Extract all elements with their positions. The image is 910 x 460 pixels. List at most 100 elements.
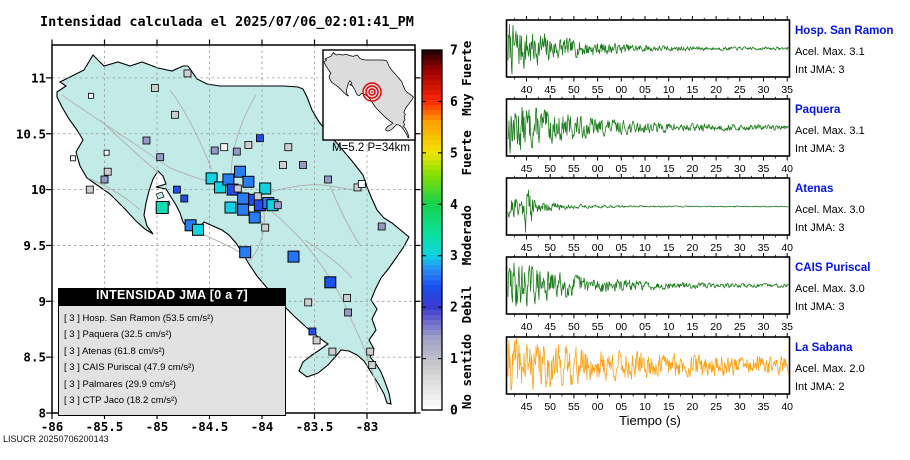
seismogram-plot: 45 50 55 00 05 10 15 20 25 30 35 40 bbox=[505, 333, 793, 413]
svg-text:8.5: 8.5 bbox=[23, 350, 46, 365]
svg-text:25: 25 bbox=[710, 163, 722, 175]
svg-text:-83.5: -83.5 bbox=[296, 419, 334, 434]
svg-text:40: 40 bbox=[781, 163, 793, 175]
map-axis-ticks bbox=[46, 39, 421, 419]
svg-text:9.5: 9.5 bbox=[23, 238, 46, 253]
agency-timestamp: LISUCR 20250706200143 bbox=[3, 434, 109, 444]
waveform-panel: 40 45 50 55 00 05 10 15 20 25 30 35 CAIS Puriscal A… bbox=[505, 253, 910, 333]
seismogram-plot: 45 50 55 00 05 10 15 20 25 30 35 40 bbox=[505, 95, 793, 175]
legend-title: INTENSIDAD JMA [0 a 7] bbox=[58, 288, 286, 306]
svg-text:05: 05 bbox=[615, 242, 627, 254]
svg-text:00: 00 bbox=[615, 84, 627, 96]
seismogram-plot: 40 45 50 55 00 05 10 15 20 25 30 35 bbox=[505, 253, 793, 333]
svg-text:4: 4 bbox=[450, 198, 458, 213]
svg-text:1: 1 bbox=[450, 352, 458, 367]
seismogram-plot: 45 50 55 00 05 10 15 20 25 30 35 40 bbox=[505, 174, 793, 254]
svg-text:25: 25 bbox=[734, 321, 746, 333]
svg-text:15: 15 bbox=[663, 242, 675, 254]
svg-text:30: 30 bbox=[758, 84, 770, 96]
svg-text:40: 40 bbox=[521, 84, 533, 96]
svg-text:25: 25 bbox=[734, 84, 746, 96]
svg-text:30: 30 bbox=[734, 163, 746, 175]
svg-text:9: 9 bbox=[38, 294, 46, 309]
epicenter-icon bbox=[362, 82, 382, 102]
svg-text:55: 55 bbox=[568, 401, 580, 413]
legend-station-row: [ 3 ] CAIS Puriscal (47.9 cm/s²) bbox=[64, 362, 195, 374]
station-acel-max: Acel. Max. 2.0 bbox=[795, 363, 865, 375]
svg-text:55: 55 bbox=[568, 242, 580, 254]
svg-text:-84: -84 bbox=[251, 419, 274, 434]
waveform-panel: 45 50 55 00 05 10 15 20 25 30 35 40 La Sabana Acel.… bbox=[505, 333, 910, 413]
intensity-squares bbox=[70, 69, 386, 369]
svg-text:8: 8 bbox=[38, 406, 46, 421]
legend-station-list: [ 3 ] Hosp. San Ramon (53.5 cm/s²) [ 3 ] … bbox=[58, 306, 286, 417]
station-int-jma: Int JMA: 3 bbox=[795, 301, 845, 313]
waveform-panel: 40 45 50 55 00 05 10 15 20 25 30 35 Hosp. San Ramon… bbox=[505, 16, 910, 96]
station-int-jma: Int JMA: 2 bbox=[795, 381, 845, 393]
svg-text:50: 50 bbox=[568, 84, 580, 96]
svg-text:45: 45 bbox=[521, 242, 533, 254]
svg-text:15: 15 bbox=[687, 84, 699, 96]
svg-text:0: 0 bbox=[450, 404, 458, 419]
station-acel-max: Acel. Max. 3.0 bbox=[795, 283, 865, 295]
map-axis-labels: -86 -85.5 -85 -84.5 -84 -83.5 -83 11 10.5 10 9.5 9 8… bbox=[16, 70, 378, 434]
waveform-panel: 45 50 55 00 05 10 15 20 25 30 35 40 Paquera Acel. M… bbox=[505, 95, 910, 175]
svg-text:45: 45 bbox=[544, 84, 556, 96]
svg-text:55: 55 bbox=[592, 321, 604, 333]
svg-text:10.5: 10.5 bbox=[16, 126, 46, 141]
svg-text:15: 15 bbox=[663, 401, 675, 413]
epicenter-inset-map bbox=[322, 49, 416, 141]
svg-text:00: 00 bbox=[615, 321, 627, 333]
svg-text:40: 40 bbox=[521, 321, 533, 333]
svg-text:10: 10 bbox=[639, 163, 651, 175]
svg-text:10: 10 bbox=[663, 321, 675, 333]
svg-text:No sentido: No sentido bbox=[459, 334, 474, 409]
legend-station-row: [ 3 ] Paquera (32.5 cm/s²) bbox=[64, 329, 172, 341]
svg-text:25: 25 bbox=[710, 242, 722, 254]
svg-text:3: 3 bbox=[450, 249, 458, 264]
svg-text:20: 20 bbox=[687, 242, 699, 254]
svg-text:10: 10 bbox=[639, 401, 651, 413]
intensity-colorbar bbox=[421, 49, 443, 411]
svg-text:30: 30 bbox=[734, 242, 746, 254]
svg-text:30: 30 bbox=[734, 401, 746, 413]
legend-station-row: [ 3 ] CTP Jaco (18.2 cm/s²) bbox=[64, 395, 178, 407]
svg-text:05: 05 bbox=[615, 401, 627, 413]
event-magnitude-depth: M=5.2 P=34km bbox=[332, 142, 410, 154]
svg-text:15: 15 bbox=[663, 163, 675, 175]
svg-text:35: 35 bbox=[781, 321, 793, 333]
legend-station-row: [ 3 ] Palmares (29.9 cm/s²) bbox=[64, 378, 176, 390]
svg-text:00: 00 bbox=[592, 242, 604, 254]
svg-text:50: 50 bbox=[544, 163, 556, 175]
svg-text:10: 10 bbox=[639, 242, 651, 254]
svg-text:Debil: Debil bbox=[459, 286, 474, 324]
map-title: Intensidad calculada el 2025/07/06_02:01… bbox=[40, 14, 414, 30]
svg-text:55: 55 bbox=[568, 163, 580, 175]
svg-text:15: 15 bbox=[687, 321, 699, 333]
svg-text:45: 45 bbox=[521, 163, 533, 175]
svg-text:-83: -83 bbox=[356, 419, 379, 434]
station-name: Atenas bbox=[795, 183, 834, 195]
svg-text:05: 05 bbox=[615, 163, 627, 175]
svg-text:5: 5 bbox=[450, 146, 458, 161]
svg-text:45: 45 bbox=[544, 321, 556, 333]
svg-text:20: 20 bbox=[710, 321, 722, 333]
svg-text:35: 35 bbox=[758, 163, 770, 175]
waveform-panel: 45 50 55 00 05 10 15 20 25 30 35 40 Atenas Acel. Ma… bbox=[505, 174, 910, 254]
svg-text:11: 11 bbox=[31, 70, 46, 85]
station-name: CAIS Puriscal bbox=[795, 262, 871, 274]
svg-text:50: 50 bbox=[544, 401, 556, 413]
svg-text:35: 35 bbox=[758, 401, 770, 413]
svg-text:35: 35 bbox=[758, 242, 770, 254]
svg-text:05: 05 bbox=[639, 321, 651, 333]
svg-text:Muy Fuerte: Muy Fuerte bbox=[459, 40, 474, 116]
svg-text:25: 25 bbox=[710, 401, 722, 413]
station-int-jma: Int JMA: 3 bbox=[795, 222, 845, 234]
svg-text:40: 40 bbox=[781, 242, 793, 254]
svg-text:20: 20 bbox=[687, 401, 699, 413]
station-acel-max: Acel. Max. 3.1 bbox=[795, 46, 865, 58]
svg-text:-84.5: -84.5 bbox=[191, 419, 229, 434]
svg-text:Moderado: Moderado bbox=[459, 205, 474, 265]
svg-text:40: 40 bbox=[781, 401, 793, 413]
